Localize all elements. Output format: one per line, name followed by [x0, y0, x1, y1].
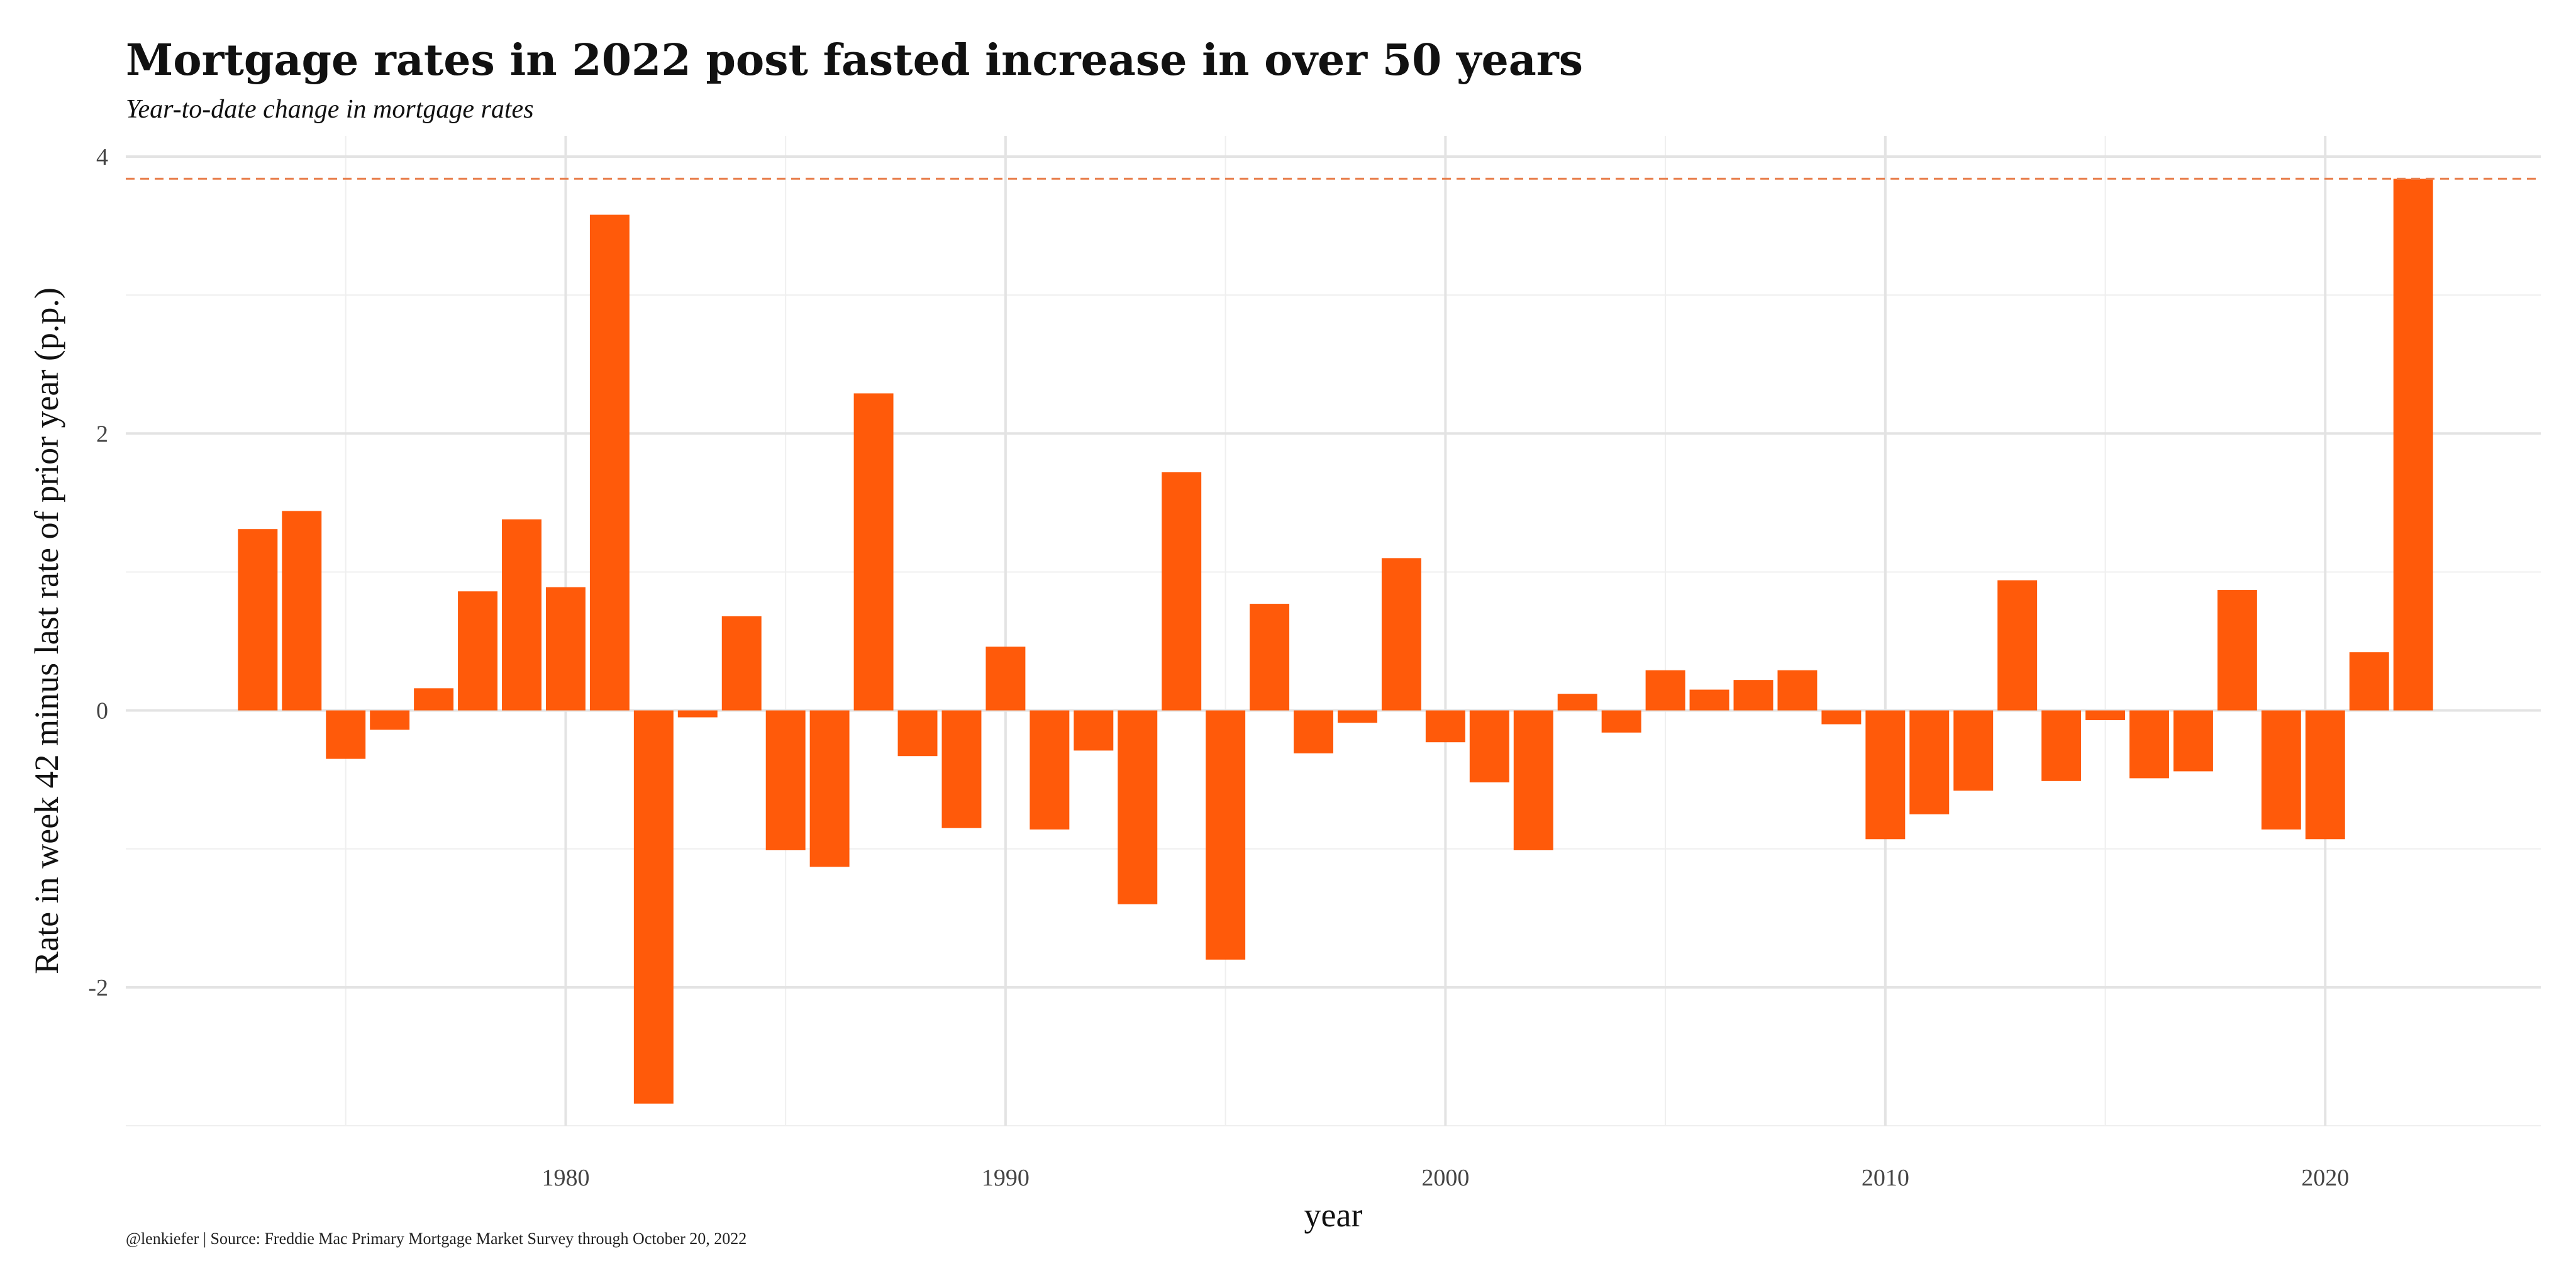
- bar-1992: [1074, 710, 1114, 751]
- bar-1982: [633, 710, 674, 1104]
- chart-title: Mortgage rates in 2022 post fasted incre…: [126, 35, 1583, 86]
- x-tick-label: 2000: [1421, 1165, 1469, 1191]
- bar-1974: [282, 511, 322, 711]
- bar-2009: [1821, 710, 1862, 724]
- bar-1988: [897, 710, 938, 757]
- bar-2005: [1645, 670, 1685, 711]
- y-tick-label: 0: [96, 698, 108, 724]
- bar-2013: [1997, 580, 2038, 711]
- bar-1996: [1250, 604, 1290, 711]
- bar-1991: [1030, 710, 1070, 830]
- bar-1978: [458, 591, 498, 711]
- y-axis-label: Rate in week 42 minus last rate of prior…: [28, 287, 65, 974]
- x-axis-label: year: [1304, 1196, 1363, 1234]
- bar-2015: [2085, 710, 2126, 720]
- bar-1973: [238, 529, 278, 711]
- bar-2001: [1469, 710, 1509, 783]
- x-tick-label: 1990: [982, 1165, 1030, 1191]
- bar-1979: [502, 519, 541, 711]
- bar-1987: [853, 393, 894, 711]
- bar-1981: [589, 214, 630, 711]
- y-tick-label: -2: [88, 975, 108, 1001]
- bar-2022: [2393, 179, 2433, 711]
- bar-2017: [2173, 710, 2213, 772]
- bar-1990: [985, 647, 1026, 711]
- bar-1997: [1294, 710, 1333, 753]
- bar-1984: [721, 616, 762, 711]
- bar-1994: [1162, 472, 1202, 711]
- chart-subtitle: Year-to-date change in mortgage rates: [126, 95, 534, 124]
- y-tick-label: 4: [96, 144, 108, 170]
- bar-2018: [2217, 590, 2257, 711]
- bar-1989: [941, 710, 982, 828]
- bar-2019: [2261, 710, 2301, 830]
- bar-1976: [370, 710, 410, 730]
- bar-2012: [1953, 710, 1994, 791]
- bar-2021: [2349, 652, 2389, 711]
- bar-2014: [2041, 710, 2082, 781]
- bar-1999: [1381, 558, 1421, 711]
- bar-2006: [1689, 689, 1729, 711]
- bar-2003: [1557, 694, 1597, 711]
- bar-1995: [1206, 710, 1246, 960]
- bar-1977: [414, 688, 454, 711]
- bar-1986: [809, 710, 850, 867]
- bar-2000: [1425, 710, 1465, 743]
- bar-1975: [326, 710, 366, 759]
- bar-2008: [1777, 670, 1818, 711]
- bar-1980: [545, 587, 586, 711]
- bar-2007: [1733, 680, 1774, 711]
- bar-2004: [1601, 710, 1641, 733]
- bar-1983: [677, 710, 718, 718]
- bar-2020: [2305, 710, 2345, 840]
- x-tick-label: 1980: [541, 1165, 589, 1191]
- x-tick-label: 2020: [2301, 1165, 2349, 1191]
- bar-1998: [1337, 710, 1377, 723]
- x-tick-label: 2010: [1862, 1165, 1909, 1191]
- bar-2011: [1909, 710, 1950, 814]
- bar-2016: [2129, 710, 2169, 779]
- y-tick-label: 2: [96, 421, 108, 447]
- bar-2010: [1865, 710, 1906, 840]
- bar-1985: [765, 710, 806, 850]
- chart-caption: @lenkiefer | Source: Freddie Mac Primary…: [126, 1230, 747, 1248]
- bar-1993: [1118, 710, 1158, 904]
- bar-2002: [1513, 710, 1553, 850]
